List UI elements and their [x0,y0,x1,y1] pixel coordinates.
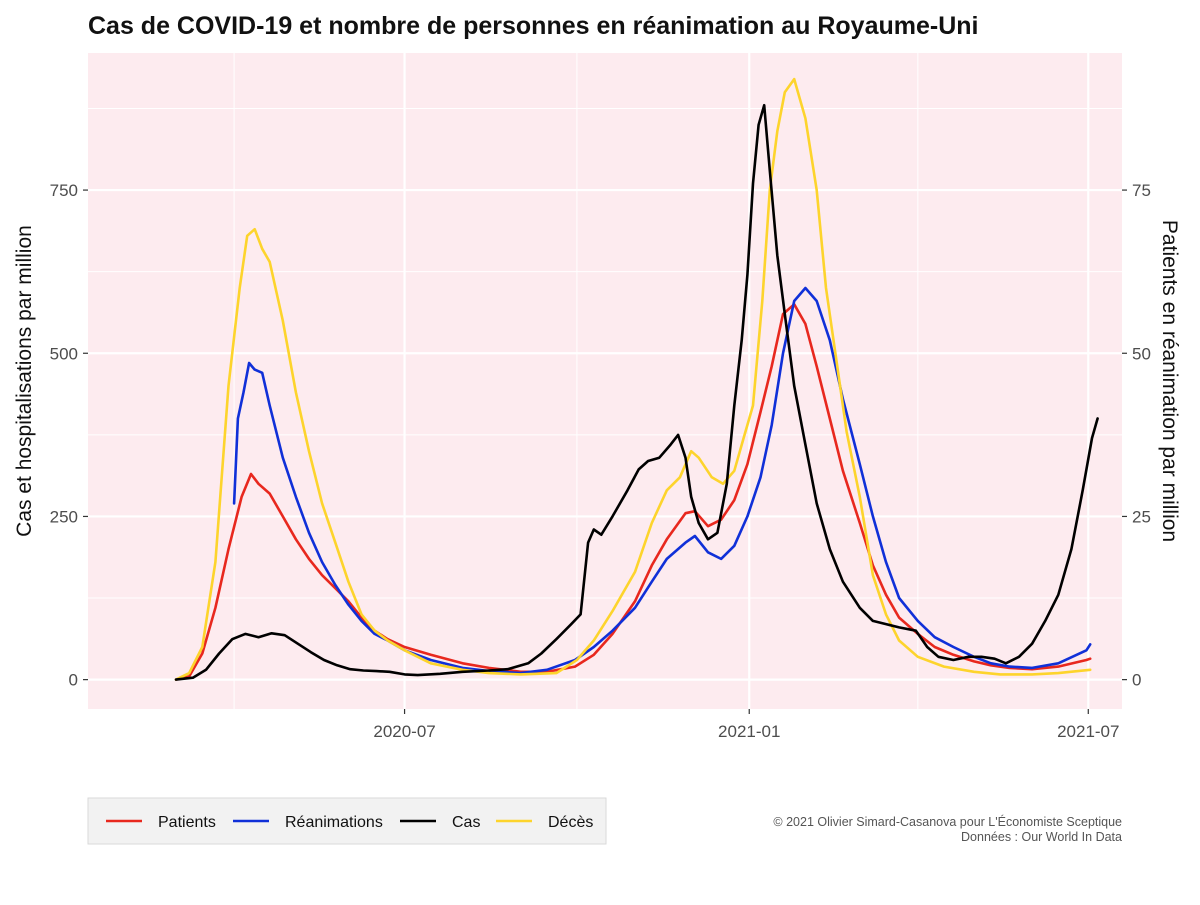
y-left-tick-label: 750 [50,181,78,200]
x-tick-label: 2021-01 [718,722,780,741]
series-layer [174,77,1099,681]
legend-label-reanimations: Réanimations [285,814,383,831]
y-right-tick-label: 50 [1132,344,1151,363]
series-line-cas [174,103,1099,681]
grid-layer [88,53,1122,709]
legend-label-patients: Patients [158,814,216,831]
credit-line-2: Données : Our World In Data [961,830,1122,844]
x-tick-label: 2021-07 [1057,722,1119,741]
y-axis-right-title: Patients en réanimation par million [1158,220,1181,542]
y-left-tick-label: 0 [69,671,78,690]
legend: Patients Réanimations Cas Décès [87,797,607,845]
x-tick-label: 2020-07 [373,722,435,741]
legend-label-deces: Décès [548,814,593,831]
axes-layer: 0 250 500 750 0 25 50 75 2020-07 2021-01 2021-07 [50,181,1151,741]
y-right-tick-label: 0 [1132,671,1141,690]
credit-line-1: © 2021 Olivier Simard-Casanova pour L'Éc… [773,814,1122,829]
plot-panel [88,53,1122,709]
legend-label-cas: Cas [452,814,480,831]
y-axis-left-title: Cas et hospitalisations par million [13,225,36,537]
y-right-tick-label: 25 [1132,507,1151,526]
series-line-patients [174,303,1092,681]
series-line-reanimations [232,286,1092,675]
series-line-deces [174,77,1092,681]
y-left-tick-label: 500 [50,344,78,363]
y-left-tick-label: 250 [50,507,78,526]
chart-title: Cas de COVID-19 et nombre de personnes e… [88,12,979,40]
y-right-tick-label: 75 [1132,181,1151,200]
